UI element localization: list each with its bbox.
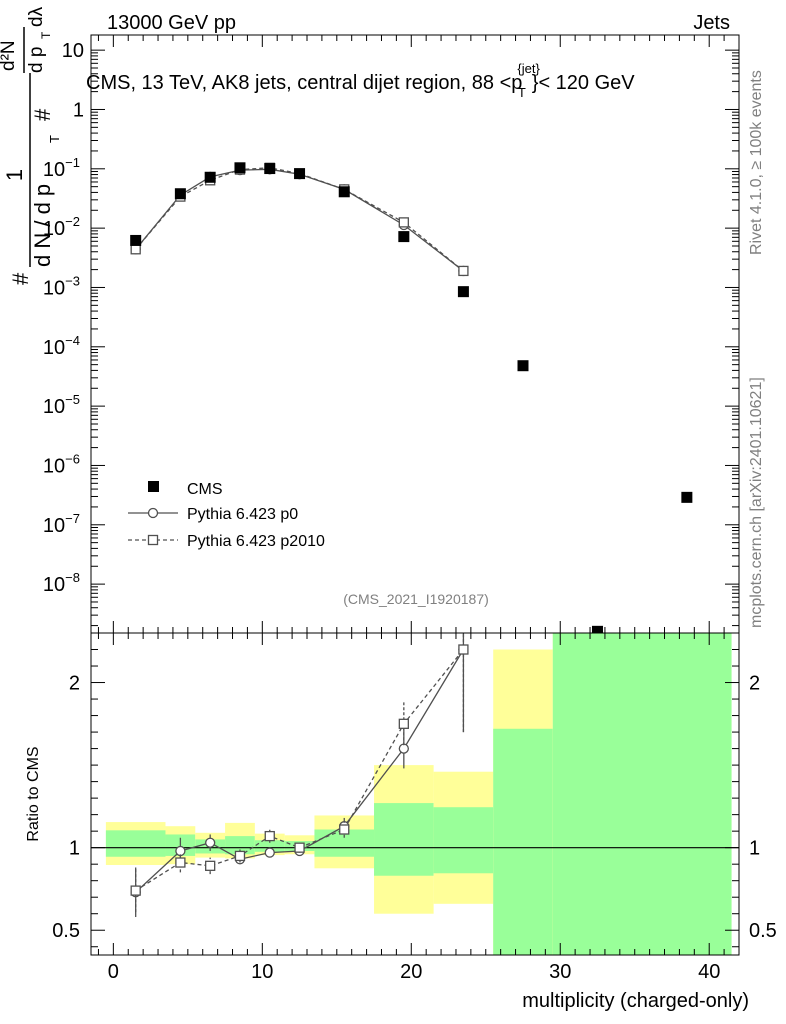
ratio-point (339, 824, 350, 835)
ratio-point (294, 842, 305, 853)
ratio-y-tick-label: 2 (69, 673, 80, 695)
mc-point (130, 244, 141, 255)
ylabel-dlambda: dλ (26, 6, 47, 27)
stat-band (254, 840, 285, 852)
ylabel-hash-right: # (30, 108, 55, 121)
y-tick-label: 10−8 (43, 570, 80, 596)
stat-band (433, 807, 494, 874)
cms-point (338, 186, 350, 198)
ratio-point (398, 718, 409, 729)
cms-point (398, 231, 410, 243)
mcplots-label: mcplots.cern.ch [arXiv:2401.10621] (748, 377, 765, 628)
ratio-y-tick-label-right: 1 (749, 838, 760, 860)
analysis-tag: (CMS_2021_I1920187) (343, 591, 489, 607)
plot-title-sup: {jet} (517, 61, 540, 76)
ylabel-dn: d N / d p (30, 184, 55, 267)
ylabel-t2: T (39, 31, 53, 39)
legend: CMS Pythia 6.423 p0 Pythia 6.423 p2010 (128, 481, 325, 550)
ylabel-dp: d p (26, 47, 47, 73)
legend-p2010-label: Pythia 6.423 p2010 (187, 533, 325, 550)
y-tick-label: 10−7 (43, 511, 80, 537)
y-tick-label: 10−1 (43, 155, 80, 181)
cms-point (264, 163, 276, 175)
main-ylabel: # 1 d N / d p T # d²N d p T dλ (0, 6, 62, 285)
x-tick-label: 40 (698, 961, 720, 983)
y-tick-label: 10−5 (43, 392, 80, 418)
cms-point (517, 360, 529, 372)
stat-band (374, 803, 434, 876)
plot-title-main: CMS, 13 TeV, AK8 jets, central dijet reg… (86, 72, 522, 94)
ylabel-d2n: d²N (0, 40, 19, 71)
stat-band (493, 728, 553, 955)
stat-band (552, 633, 732, 955)
cms-point (591, 625, 603, 633)
x-tick-label: 0 (108, 961, 119, 983)
mc-line-1 (135, 167, 464, 272)
plot-title-tail: }< 120 GeV (532, 72, 636, 94)
mc-point (398, 217, 409, 228)
ylabel-hash-left: # (8, 272, 33, 285)
y-tick-label: 10−2 (43, 214, 80, 240)
y-tick-label: 10−3 (43, 273, 80, 299)
ratio-point (205, 837, 216, 848)
ratio-point (175, 845, 186, 857)
main-panel: 10 1 10−1 10−2 10−3 10−4 10−5 10−6 10−7 10−8 CMS,… (0, 6, 740, 634)
x-tick-label: 10 (251, 961, 273, 983)
ratio-point (175, 857, 186, 868)
stat-band (105, 830, 166, 857)
legend-p0-marker (147, 507, 159, 519)
legend-cms-label: CMS (187, 481, 223, 498)
cms-point (681, 491, 693, 503)
cms-point (294, 168, 306, 180)
legend-cms-marker (148, 481, 159, 492)
legend-p0-label: Pythia 6.423 p0 (187, 506, 298, 523)
mc-point (458, 265, 469, 277)
ratio-y-tick-label-right: 2 (749, 673, 760, 695)
ratio-ylabel: Ratio to CMS (25, 746, 42, 841)
ratio-point (205, 860, 216, 871)
cms-point (234, 162, 246, 174)
y-tick-label: 10 (62, 40, 84, 62)
y-tick-label: 10−4 (43, 333, 80, 359)
ratio-point (234, 850, 246, 862)
cms-point (457, 286, 469, 298)
x-axis-label: multiplicity (charged-only) (522, 990, 749, 1012)
stat-band (225, 836, 255, 855)
plot-title-sub: T (518, 85, 526, 100)
ratio-panel: 0.5 0.5 1 1 2 2 Ratio to CMS (25, 632, 777, 956)
header-right: Jets (693, 12, 730, 34)
ratio-frame (90, 632, 740, 956)
x-tick-label: 30 (549, 961, 571, 983)
y-tick-label: 10−6 (43, 451, 80, 477)
rivet-label: Rivet 4.1.0, ≥ 100k events (748, 70, 765, 255)
ratio-point (264, 847, 275, 858)
cms-point (130, 234, 142, 246)
ratio-point (398, 743, 409, 754)
header-left: 13000 GeV pp (107, 12, 236, 34)
ratio-point (458, 644, 469, 655)
ratio-y-tick-label: 1 (69, 838, 80, 860)
ratio-y-tick-label-right: 0.5 (749, 920, 777, 942)
plot-title: CMS, 13 TeV, AK8 jets, central dijet reg… (86, 61, 635, 100)
y-tick-label: 1 (73, 99, 84, 121)
legend-p2010-marker (147, 534, 159, 546)
x-tick-label: 20 (400, 961, 422, 983)
ylabel-t1: T (47, 135, 62, 143)
cms-point (204, 171, 216, 183)
cms-point (174, 188, 186, 200)
ratio-point (130, 885, 141, 896)
ylabel-one: 1 (2, 169, 27, 181)
ratio-point (264, 830, 275, 842)
mc-line-0 (135, 168, 464, 272)
ratio-y-tick-label: 0.5 (52, 920, 80, 942)
